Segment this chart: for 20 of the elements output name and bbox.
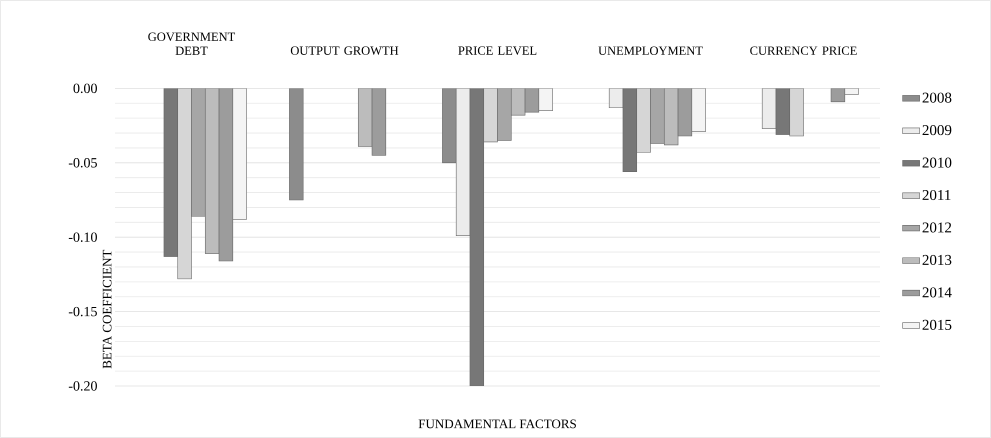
legend-label: 2008 (922, 92, 952, 103)
y-tick-label: -0.20 (68, 381, 97, 391)
x-tick-label: PRICE LEVEL (458, 46, 536, 55)
legend-label: 2009 (922, 125, 952, 136)
legend-label: 2010 (922, 158, 952, 168)
x-tick-label: GOVERNMENT DEBT (148, 32, 236, 55)
legend-label: 2014 (922, 287, 952, 298)
legend-label: 2013 (922, 254, 952, 265)
legend-label: 2011 (922, 190, 950, 200)
y-tick-label: -0.10 (68, 232, 97, 242)
y-tick-label: 0.00 (74, 84, 97, 94)
x-axis-title: FUNDAMENTAL FACTORS (418, 420, 576, 428)
y-axis-title: BETA COEFFICIENT (102, 250, 112, 368)
y-tick-label: -0.15 (68, 306, 97, 316)
legend-label: 2012 (922, 222, 952, 233)
x-tick-label: OUTPUT GROWTH (290, 46, 398, 55)
x-tick-label: UNEMPLOYMENT (598, 46, 703, 55)
x-tick-label: CURRENCY PRICE (750, 46, 857, 55)
legend-label: 2015 (922, 320, 952, 330)
y-tick-label: -0.05 (68, 158, 97, 168)
